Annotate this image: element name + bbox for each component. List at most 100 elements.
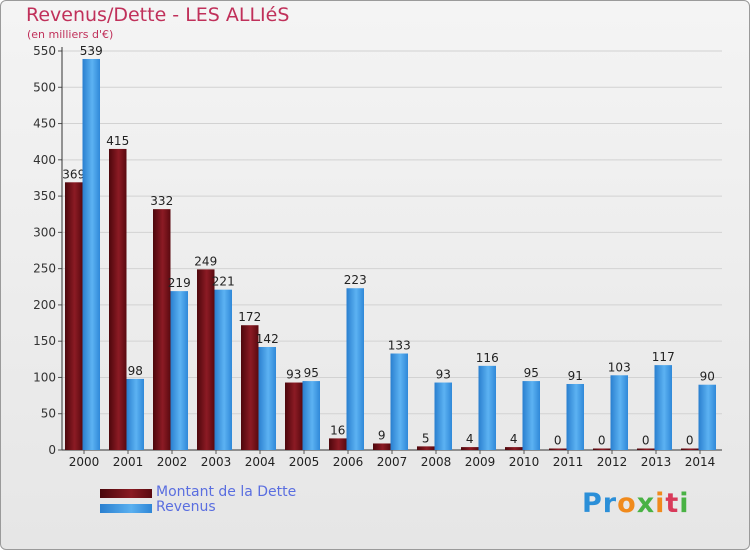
bar-dette (417, 446, 435, 450)
x-tick-label: 2009 (465, 455, 496, 469)
proxiti-logo: Proxiti (582, 488, 690, 519)
y-tick-label: 400 (33, 153, 56, 167)
data-label-revenus: 103 (608, 360, 631, 374)
logo-letter: i (679, 488, 690, 519)
y-tick-label: 450 (33, 117, 56, 131)
legend-swatch-dette (100, 489, 152, 498)
bar-revenus (126, 378, 144, 450)
data-label-revenus: 221 (212, 275, 235, 289)
y-tick-label: 350 (33, 189, 56, 203)
bar-revenus (82, 58, 100, 450)
data-label-dette: 4 (510, 432, 518, 446)
x-tick-label: 2011 (553, 455, 584, 469)
bar-dette (593, 448, 611, 450)
bar-revenus (390, 353, 408, 450)
x-tick-label: 2008 (421, 455, 452, 469)
bar-revenus (522, 381, 540, 450)
bar-revenus (610, 375, 628, 450)
y-tick-label: 550 (33, 44, 56, 58)
data-label-revenus: 142 (256, 332, 279, 346)
bar-revenus (214, 289, 232, 450)
bar-dette (549, 448, 567, 450)
chart-subtitle: (en milliers d'€) (27, 28, 114, 41)
x-tick-label: 2004 (245, 455, 276, 469)
bar-dette (65, 182, 83, 451)
data-label-dette: 0 (686, 434, 694, 448)
data-label-dette: 0 (642, 434, 650, 448)
data-label-revenus: 98 (128, 364, 143, 378)
x-tick-label: 2013 (641, 455, 672, 469)
x-tick-label: 2001 (113, 455, 144, 469)
data-label-dette: 9 (378, 428, 386, 442)
bar-dette (153, 209, 171, 450)
data-label-dette: 93 (286, 368, 301, 382)
bar-revenus (302, 381, 320, 450)
x-tick-label: 2002 (157, 455, 188, 469)
data-label-dette: 4 (466, 432, 474, 446)
data-label-revenus: 93 (436, 368, 451, 382)
data-label-dette: 5 (422, 431, 430, 445)
data-label-revenus: 133 (388, 339, 411, 353)
y-tick-label: 200 (33, 298, 56, 312)
data-label-revenus: 117 (652, 350, 675, 364)
bar-revenus (346, 288, 364, 450)
x-tick-label: 2003 (201, 455, 232, 469)
bar-dette (461, 447, 479, 450)
x-tick-label: 2010 (509, 455, 540, 469)
bar-dette (285, 382, 303, 450)
legend-swatch-revenus (100, 504, 152, 513)
bar-revenus (434, 382, 452, 450)
y-tick-label: 500 (33, 80, 56, 94)
data-label-revenus: 116 (476, 351, 499, 365)
bar-revenus (478, 365, 496, 450)
logo-letter: x (636, 488, 656, 519)
legend-label-revenus: Revenus (156, 499, 216, 515)
bar-revenus (698, 384, 716, 450)
data-label-dette: 0 (598, 434, 606, 448)
logo-letter: i (655, 488, 666, 519)
y-tick-label: 250 (33, 262, 56, 276)
chart-title: Revenus/Dette - LES ALLIéS (26, 4, 290, 26)
y-tick-label: 50 (41, 407, 56, 421)
logo-letter: o (617, 488, 637, 519)
bar-dette (505, 447, 523, 450)
data-label-dette: 172 (238, 310, 261, 324)
x-tick-label: 2014 (685, 455, 716, 469)
data-label-revenus: 219 (168, 276, 191, 290)
bar-dette (681, 448, 699, 450)
bar-dette (373, 443, 391, 450)
data-label-dette: 16 (330, 423, 345, 437)
bar-revenus (258, 346, 276, 450)
y-tick-label: 0 (48, 443, 56, 457)
data-label-dette: 332 (150, 194, 173, 208)
logo-letter: t (665, 488, 680, 519)
data-label-revenus: 90 (700, 370, 715, 384)
bar-revenus (170, 291, 188, 450)
bar-revenus (654, 365, 672, 450)
bar-revenus (566, 383, 584, 450)
data-label-dette: 369 (62, 167, 85, 181)
data-label-revenus: 95 (304, 366, 319, 380)
data-label-dette: 415 (106, 134, 129, 148)
data-label-revenus: 223 (344, 273, 367, 287)
data-label-revenus: 539 (80, 44, 103, 58)
y-tick-label: 100 (33, 370, 56, 384)
data-label-dette: 0 (554, 434, 562, 448)
bar-dette (241, 325, 259, 450)
x-tick-label: 2006 (333, 455, 364, 469)
bar-dette (329, 438, 347, 450)
y-tick-label: 300 (33, 225, 56, 239)
bar-dette (197, 269, 215, 450)
x-tick-label: 2007 (377, 455, 408, 469)
logo-letter: r (602, 488, 618, 519)
data-label-revenus: 91 (568, 369, 583, 383)
legend-label-dette: Montant de la Dette (156, 484, 297, 500)
data-label-dette: 249 (194, 254, 217, 268)
x-tick-label: 2000 (69, 455, 100, 469)
x-tick-label: 2005 (289, 455, 320, 469)
bar-dette (109, 148, 127, 450)
logo-letter: P (582, 488, 603, 519)
data-label-revenus: 95 (524, 366, 539, 380)
y-tick-label: 150 (33, 334, 56, 348)
